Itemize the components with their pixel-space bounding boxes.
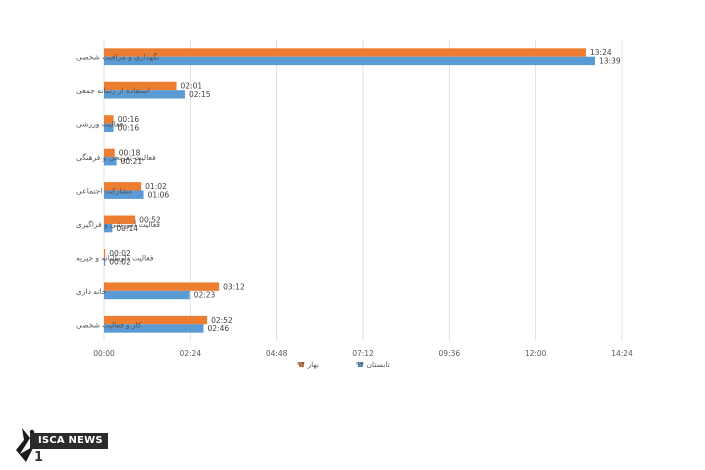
x-tick-label: 02:24 [180,349,202,358]
data-label: 02:23 [194,291,216,300]
data-label: 00:16 [118,115,140,124]
bar [104,48,587,57]
watermark-number: 1 [34,450,44,465]
bars [104,48,596,333]
data-label: 01:02 [145,182,167,191]
bar [104,215,136,224]
category-labels: نگهداری و مراقبت شخصی استفاده از رسانه جم… [76,53,160,330]
bar [104,190,144,199]
bar [104,282,220,291]
legend-swatch [299,362,304,367]
category-label: فعالیت تفریحی و فرهنگی [76,153,156,162]
bar [104,115,114,124]
category-label: فعالیت ورزشی [76,120,124,129]
category-label: فعالیت آموزشی و فراگیری [76,219,160,229]
data-label: 02:52 [211,316,233,325]
bar [104,90,185,99]
category-label: نگهداری و مراقبت شخصی [76,53,159,62]
category-label: خانه داری [76,287,107,296]
bar [104,257,106,266]
bar [104,56,596,66]
x-tick-label: 04:48 [266,349,288,358]
data-label: 00:02 [109,249,131,258]
gridlines [103,40,623,341]
watermark-box [30,433,108,449]
data-label: 02:15 [189,90,211,99]
data-label: 00:18 [119,149,141,158]
legend-entry: تابستان ۹۴ [356,360,390,369]
bar [104,290,190,300]
legend-swatch [358,362,363,367]
bar [104,223,113,233]
x-tick-label: 07:12 [352,349,374,358]
data-label: 00:16 [118,124,140,133]
category-label: مشارکت اجتماعی [76,187,132,196]
data-label: 13:39 [599,57,621,66]
bar [104,148,115,158]
legend: تابستان ۹۴ بهار ۹۴ [297,360,390,369]
isca-news-watermark: ISCA NEWS 1 [0,422,120,470]
data-label: 00:14 [116,224,138,233]
data-label: 00:02 [109,257,131,266]
bar [104,182,142,191]
watermark-brand: ISCA NEWS [38,435,103,446]
x-tick-label: 09:36 [439,349,461,358]
bar [104,123,114,133]
data-label: 13:24 [590,48,612,57]
data-label: 00:21 [121,157,143,166]
data-label: 00:52 [139,215,161,224]
x-tick-label: 12:00 [525,349,547,358]
bar [104,248,106,258]
data-label: 02:46 [208,324,230,333]
x-tick-label: 14:24 [611,349,633,358]
legend-entry: بهار ۹۴ [297,360,319,369]
data-label: 01:06 [148,190,170,199]
data-label: 02:01 [181,82,203,91]
data-label: 03:12 [223,282,245,291]
bar [104,324,204,333]
bar [104,81,177,91]
bar [104,315,208,325]
category-label: فعالیت داوطلبانه و خیریه [76,253,154,262]
category-label: کار و فعالیت شخصی [76,320,142,329]
bar [104,157,117,166]
x-tick-labels: 00:00 02:24 04:48 07:12 09:36 12:00 14:24 [93,349,633,358]
category-label: استفاده از رسانه جمعی [76,86,150,95]
x-tick-label: 00:00 [93,349,115,358]
